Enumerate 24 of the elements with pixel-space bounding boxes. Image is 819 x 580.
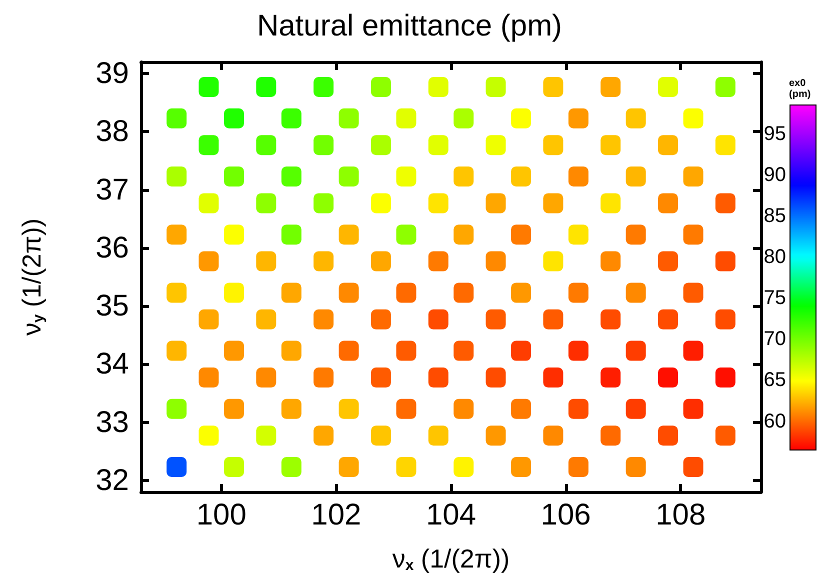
y-tick-label: 36 xyxy=(96,231,129,264)
color-bar-label: 95 xyxy=(764,122,786,145)
color-bar-label: 60 xyxy=(764,410,786,432)
x-tick-label: 100 xyxy=(196,498,246,532)
x-tick-label: 104 xyxy=(426,498,476,532)
y-tick-label: 34 xyxy=(96,348,129,381)
color-bar-label: 85 xyxy=(764,204,786,227)
x-tick-label: 106 xyxy=(540,498,591,532)
y-tick-label: 35 xyxy=(96,290,129,323)
color-bar-label: 70 xyxy=(764,328,786,350)
color-bar-label: 90 xyxy=(764,164,786,186)
chart-title: Natural emittance (pm) xyxy=(256,10,562,42)
y-tick-label: 33 xyxy=(96,406,129,439)
color-bar-title: ex0 (pm) xyxy=(789,78,811,100)
y-tick-label: 37 xyxy=(96,173,129,206)
color-bar-label: 80 xyxy=(764,246,786,268)
color-bar-label: 75 xyxy=(764,287,786,310)
x-tick-label: 108 xyxy=(656,498,706,532)
y-tick-label: 32 xyxy=(96,464,129,497)
y-axis-title: νy (1/(2π)) xyxy=(16,218,47,336)
x-tick-label: 102 xyxy=(311,498,362,532)
color-bar-label: 65 xyxy=(764,369,786,392)
y-tick-label: 38 xyxy=(96,115,129,148)
y-tick-label: 39 xyxy=(96,57,129,90)
